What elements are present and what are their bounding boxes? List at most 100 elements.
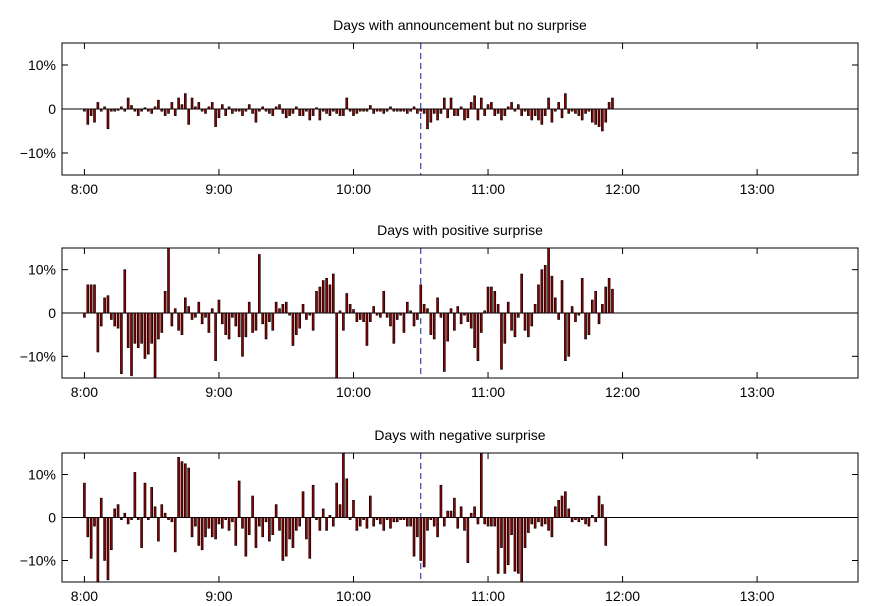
bar <box>197 301 201 314</box>
bar <box>590 108 594 123</box>
bar <box>416 108 419 114</box>
x-tick-label: 12:00 <box>605 181 640 197</box>
bar <box>221 104 224 110</box>
bar <box>516 104 520 110</box>
bar <box>564 312 567 361</box>
x-tick-label: 10:00 <box>336 384 371 400</box>
x-tick-label: 8:00 <box>71 384 98 400</box>
bar <box>331 517 335 527</box>
bar <box>446 312 449 342</box>
bar <box>295 517 298 531</box>
bar <box>143 107 147 110</box>
bar <box>466 312 470 322</box>
bar <box>284 301 288 314</box>
bar <box>153 312 157 379</box>
bar <box>214 108 217 127</box>
bar <box>405 108 409 114</box>
bar <box>422 108 426 114</box>
bar <box>540 269 544 314</box>
bar <box>446 108 449 119</box>
bar <box>301 108 305 116</box>
bar <box>348 517 352 520</box>
bar <box>136 312 140 348</box>
bar <box>419 517 423 561</box>
y-tick-label: −10% <box>20 145 56 161</box>
bar <box>362 108 365 112</box>
y-tick-label: 0 <box>48 510 56 526</box>
bar <box>170 312 174 327</box>
bar <box>570 108 574 112</box>
bar <box>537 284 540 314</box>
bar <box>157 312 160 340</box>
bar <box>305 312 308 320</box>
bar <box>486 286 490 314</box>
bar <box>416 312 419 320</box>
bar <box>557 312 560 320</box>
bar <box>453 108 456 116</box>
bar <box>140 108 143 112</box>
bar <box>157 517 160 542</box>
bar <box>143 312 147 359</box>
bar <box>345 293 349 314</box>
bar <box>587 108 591 112</box>
bar <box>147 108 150 112</box>
bar <box>594 517 597 523</box>
bar <box>527 108 530 116</box>
bar <box>331 108 335 112</box>
bar <box>402 108 406 112</box>
bar <box>184 463 187 518</box>
bar <box>224 108 227 116</box>
x-tick-label: 10:00 <box>336 588 371 604</box>
bar <box>106 295 110 314</box>
bar <box>328 284 332 314</box>
bar <box>540 108 544 125</box>
bar <box>399 108 402 112</box>
bar <box>439 108 443 114</box>
bar <box>180 104 184 110</box>
bar <box>486 517 490 527</box>
bar <box>103 517 106 561</box>
bar <box>187 108 190 125</box>
bar <box>274 301 278 314</box>
bar <box>147 517 150 520</box>
bar <box>103 297 106 314</box>
bar <box>459 106 463 110</box>
bar <box>385 108 389 112</box>
bar <box>254 517 258 548</box>
bar <box>375 517 379 520</box>
bar <box>305 108 308 112</box>
bar <box>453 497 456 518</box>
bar <box>86 284 90 314</box>
bar <box>520 517 523 583</box>
bar <box>567 108 571 114</box>
bar <box>506 106 510 110</box>
bar <box>493 291 497 314</box>
bar <box>291 108 295 114</box>
bar <box>268 312 271 322</box>
bar <box>436 297 439 314</box>
bar <box>298 108 301 116</box>
bar <box>197 517 201 546</box>
bar <box>405 301 409 314</box>
bar <box>194 106 197 110</box>
bar <box>83 482 86 518</box>
bar <box>173 517 177 553</box>
bar <box>490 517 493 527</box>
bar <box>439 484 443 518</box>
bar <box>271 312 275 331</box>
bar <box>298 517 301 527</box>
bar <box>547 517 550 531</box>
bar <box>429 108 433 123</box>
bar <box>120 312 123 374</box>
bar <box>281 517 285 561</box>
bar <box>449 308 453 314</box>
bar <box>409 517 412 527</box>
bar <box>560 108 564 119</box>
bar <box>227 517 231 531</box>
bar <box>150 108 153 114</box>
bar <box>402 312 406 333</box>
bar <box>342 108 345 116</box>
bar <box>395 108 399 112</box>
bar <box>365 312 369 346</box>
bar <box>429 312 433 335</box>
